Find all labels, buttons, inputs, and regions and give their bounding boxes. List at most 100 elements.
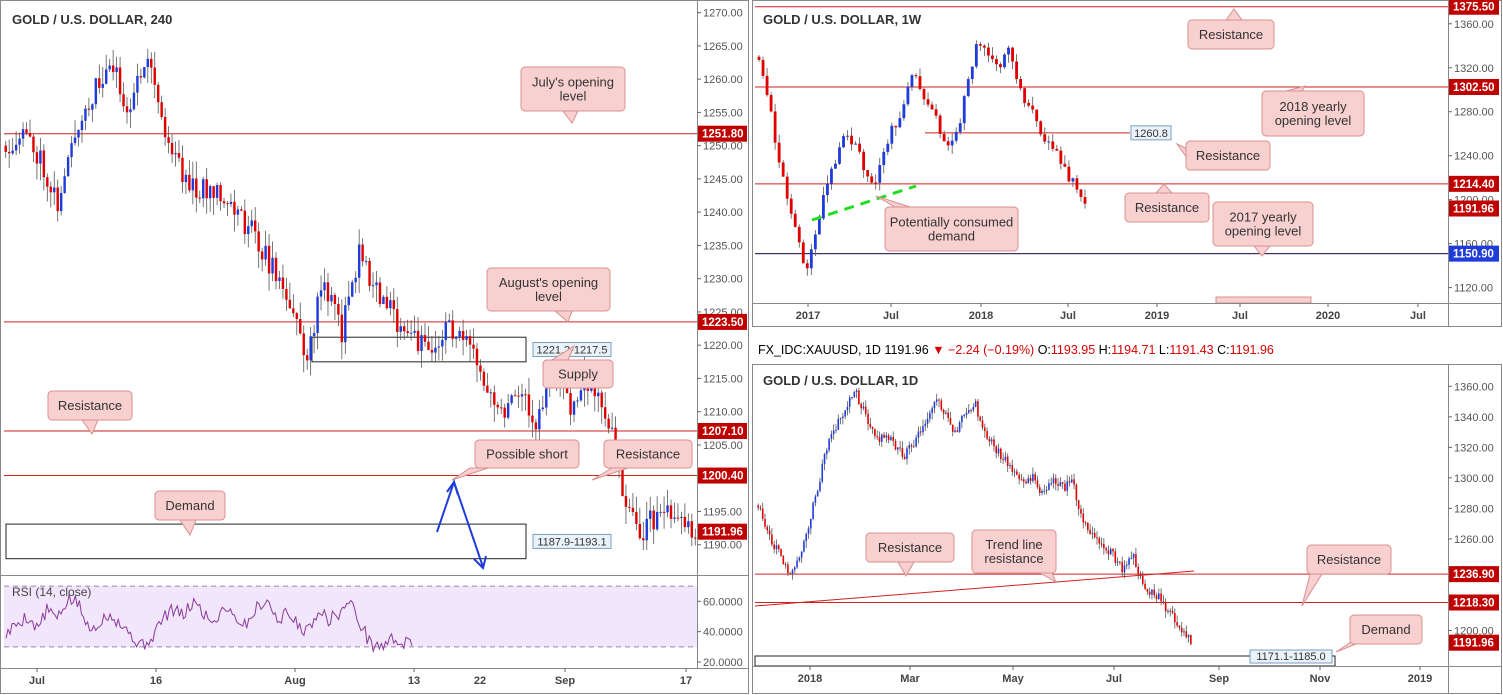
candle-body — [174, 153, 177, 155]
candle-body — [118, 67, 122, 95]
candle-body — [1084, 522, 1087, 524]
candle-body — [1153, 589, 1156, 596]
candle-body — [846, 406, 849, 411]
rsi-y-tick-label: 20.0000 — [703, 657, 743, 669]
candle-body — [652, 510, 655, 530]
candle-body — [541, 407, 545, 410]
candle-body — [538, 409, 541, 430]
candle-body — [624, 496, 628, 507]
candle-body — [309, 336, 312, 361]
candle-body — [902, 104, 906, 119]
candle-body — [986, 47, 990, 56]
candle-body — [163, 117, 167, 138]
candle-body — [885, 435, 888, 438]
candle-body — [673, 517, 676, 519]
candle-body — [676, 517, 680, 519]
candle-body — [250, 220, 253, 227]
candle-body — [1190, 635, 1192, 645]
candle-body — [981, 420, 984, 428]
rsi-line — [5, 594, 413, 654]
candle-body — [1025, 481, 1027, 484]
candle-body — [1059, 482, 1062, 486]
y-tick-label: 1230.00 — [703, 274, 743, 286]
candle-body — [326, 282, 330, 302]
candle-body — [995, 59, 998, 65]
callout-box — [1124, 192, 1210, 223]
candle-body — [458, 330, 461, 337]
candle-body — [655, 511, 659, 530]
candle-body — [84, 108, 87, 121]
candle-body — [1067, 166, 1071, 182]
candle-body — [645, 518, 648, 541]
candle-body — [798, 557, 801, 561]
candle-body — [1119, 561, 1121, 563]
weekly-level-price-tag: 1150.90 — [1449, 245, 1499, 262]
callout-box — [1185, 140, 1271, 171]
callout-text: Demand — [1361, 622, 1410, 637]
price-tag-box — [698, 422, 747, 439]
candle-body — [850, 135, 853, 145]
candle-body — [153, 67, 156, 85]
candle-body — [1034, 474, 1036, 481]
candle-body — [212, 186, 215, 198]
candle-body — [690, 521, 694, 538]
x-tick-label: Jul — [29, 675, 45, 687]
candle-body — [603, 407, 607, 419]
candle-body — [274, 257, 278, 281]
y-tick-label: 1190.00 — [703, 540, 742, 552]
candle-body — [305, 355, 309, 361]
candle-body — [892, 437, 895, 441]
candle-body — [1063, 163, 1067, 167]
y-tick-label: 1240.00 — [703, 207, 743, 219]
candle-body — [764, 518, 766, 527]
x-tick-label: Jul — [1106, 673, 1122, 685]
candle-body — [782, 555, 785, 565]
candle-body — [1096, 537, 1098, 539]
weekly-resistance-top-callout: Resistance — [1187, 8, 1275, 50]
candle-body — [28, 132, 32, 137]
candle-body — [496, 404, 499, 408]
candle-body — [954, 430, 956, 432]
candle-body — [978, 44, 982, 46]
candle-body — [371, 285, 375, 287]
callout-pointer — [1225, 8, 1243, 21]
candle-body — [1123, 565, 1126, 573]
candle-body — [1006, 456, 1009, 466]
candle-body — [468, 336, 472, 345]
candle-body — [771, 534, 773, 545]
candle-body — [32, 136, 35, 153]
candle-body — [1064, 483, 1066, 491]
candle-body — [766, 526, 769, 531]
candle-body — [1043, 490, 1046, 492]
candle-body — [1009, 465, 1011, 467]
candle-body — [1160, 593, 1162, 602]
callout-pointer — [1252, 245, 1272, 257]
candle-body — [823, 454, 826, 465]
candle-body — [1004, 456, 1007, 461]
callout-text: 2018 yearly — [1279, 99, 1347, 114]
candle-body — [607, 418, 610, 429]
x-tick-label: 2019 — [1408, 673, 1432, 685]
candle-body — [1176, 622, 1178, 626]
candle-body — [922, 89, 926, 100]
rsi-band — [4, 586, 697, 647]
candle-body — [1132, 554, 1135, 558]
candle-body — [781, 162, 785, 177]
callout-text: Demand — [165, 498, 214, 513]
candle-body — [150, 58, 153, 68]
candle-body — [70, 143, 73, 158]
candle-body — [874, 428, 876, 437]
candle-body — [890, 125, 894, 144]
candle-body — [486, 385, 489, 393]
candle-body — [1075, 484, 1078, 501]
candle-body — [59, 192, 63, 212]
candle-body — [1093, 532, 1096, 538]
candle-body — [520, 394, 524, 397]
candle-body — [787, 564, 789, 574]
candle-body — [951, 424, 954, 432]
candle-body — [835, 429, 837, 431]
candle-body — [1125, 564, 1128, 566]
price-tag-box — [1449, 566, 1499, 583]
candle-body — [940, 400, 943, 410]
